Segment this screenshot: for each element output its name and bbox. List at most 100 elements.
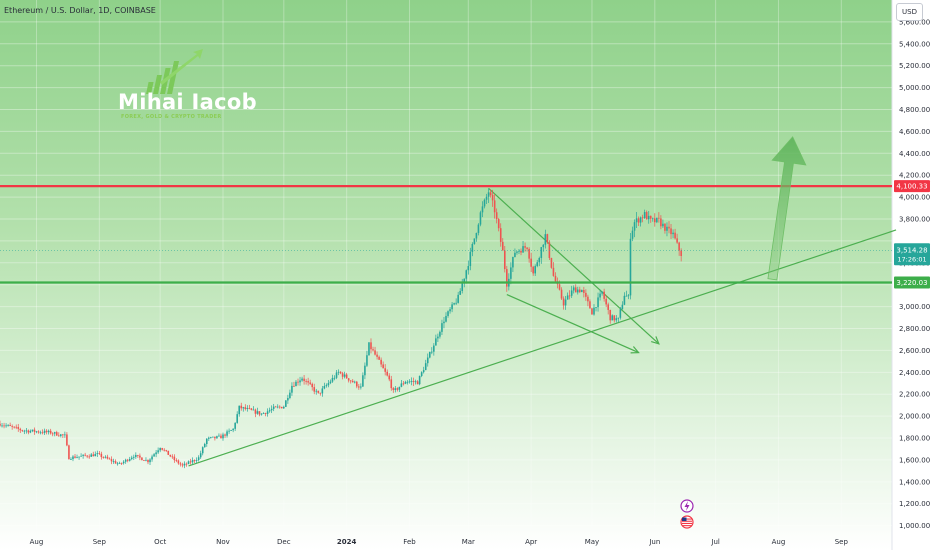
candle-body — [420, 372, 423, 376]
candle-body — [276, 406, 279, 408]
candle-body — [169, 454, 172, 457]
candle-body — [191, 460, 194, 463]
candle-body — [236, 414, 238, 423]
candle-body — [380, 359, 382, 365]
candle-body — [167, 450, 170, 455]
candle-body — [147, 459, 149, 463]
candle-body — [303, 378, 305, 381]
candle-body — [605, 298, 607, 305]
logo-bar-icon — [167, 61, 180, 94]
candle-body — [327, 383, 330, 386]
candle-body — [678, 242, 680, 251]
candle-body — [33, 429, 36, 432]
candle-body — [345, 374, 348, 379]
candle-body — [86, 455, 88, 457]
price-tick-label: 5,400.00 — [899, 40, 930, 48]
candle-body — [461, 283, 464, 291]
trendline — [488, 187, 660, 345]
candle-body — [157, 450, 159, 453]
candle-body — [143, 460, 145, 461]
projection-arrow-icon — [767, 136, 807, 281]
candle-body — [366, 355, 368, 366]
resistance-level-label: 4,100.33 — [896, 183, 927, 191]
trendline-arrowhead — [651, 336, 660, 345]
candle-body — [603, 291, 605, 299]
candle-body — [503, 250, 506, 270]
candle-body — [242, 407, 245, 409]
price-tick-label: 1,600.00 — [899, 456, 930, 464]
candle-body — [39, 432, 42, 434]
candle-body — [347, 378, 350, 381]
candle-body — [615, 318, 618, 321]
candle-body — [228, 430, 230, 432]
candle-body — [374, 350, 376, 355]
candle-body — [37, 431, 40, 433]
price-tick-label: 5,600.00 — [899, 18, 930, 26]
candle-body — [343, 374, 346, 377]
currency-button[interactable]: USD — [896, 3, 923, 21]
candle-body — [84, 454, 86, 456]
candle-body — [272, 406, 275, 409]
candle-body — [135, 454, 137, 457]
candle-body — [560, 289, 563, 299]
candle-body — [579, 289, 581, 293]
candle-body — [179, 463, 182, 465]
candle-body — [591, 308, 593, 315]
candle-body — [68, 445, 70, 460]
candle-body — [481, 206, 484, 213]
candle-body — [581, 290, 583, 293]
candle-body — [390, 379, 393, 389]
candle-body — [45, 430, 48, 433]
candle-body — [356, 381, 358, 387]
candle-body — [384, 368, 386, 372]
candle-body — [627, 295, 630, 297]
time-tick-label: May — [585, 538, 599, 546]
candle-body — [404, 381, 407, 384]
candle-body — [43, 430, 46, 433]
candle-body — [323, 386, 326, 389]
candle-body — [672, 232, 674, 235]
candle-body — [297, 381, 299, 383]
candle-body — [120, 462, 123, 464]
candle-body — [307, 381, 309, 383]
candle-body — [305, 380, 307, 382]
candle-body — [631, 230, 634, 239]
candle-body — [165, 450, 168, 451]
candle-body — [453, 303, 455, 305]
price-tick-label: 3,000.00 — [899, 303, 930, 311]
candle-body — [262, 413, 265, 414]
candle-body — [252, 409, 255, 411]
chart-background — [0, 0, 892, 550]
us-flag-canton-icon — [682, 517, 687, 521]
candle-body — [524, 246, 526, 248]
candle-body — [232, 428, 234, 431]
candle-body — [64, 434, 66, 436]
candle-body — [372, 349, 374, 351]
candle-body — [25, 430, 28, 432]
candle-body — [558, 284, 561, 290]
price-tick-label: 3,800.00 — [899, 216, 930, 224]
candle-body — [7, 424, 9, 426]
candle-body — [518, 250, 520, 252]
candle-body — [475, 232, 478, 239]
candle-body — [566, 295, 569, 300]
candle-body — [122, 461, 125, 464]
candle-body — [193, 460, 196, 461]
candle-body — [530, 258, 532, 267]
candle-body — [376, 354, 378, 357]
candle-body — [491, 195, 494, 201]
price-tick-label: 5,000.00 — [899, 84, 930, 92]
time-tick-label: Aug — [30, 538, 44, 546]
candle-body — [335, 372, 338, 378]
candle-body — [562, 298, 565, 306]
candle-body — [662, 223, 664, 227]
candle-body — [439, 331, 441, 337]
candle-body — [619, 309, 622, 318]
candle-body — [293, 385, 295, 387]
candle-body — [412, 381, 415, 382]
candle-body — [637, 218, 640, 223]
candle-body — [463, 278, 466, 284]
candle-body — [258, 411, 261, 415]
candle-body — [313, 387, 316, 392]
